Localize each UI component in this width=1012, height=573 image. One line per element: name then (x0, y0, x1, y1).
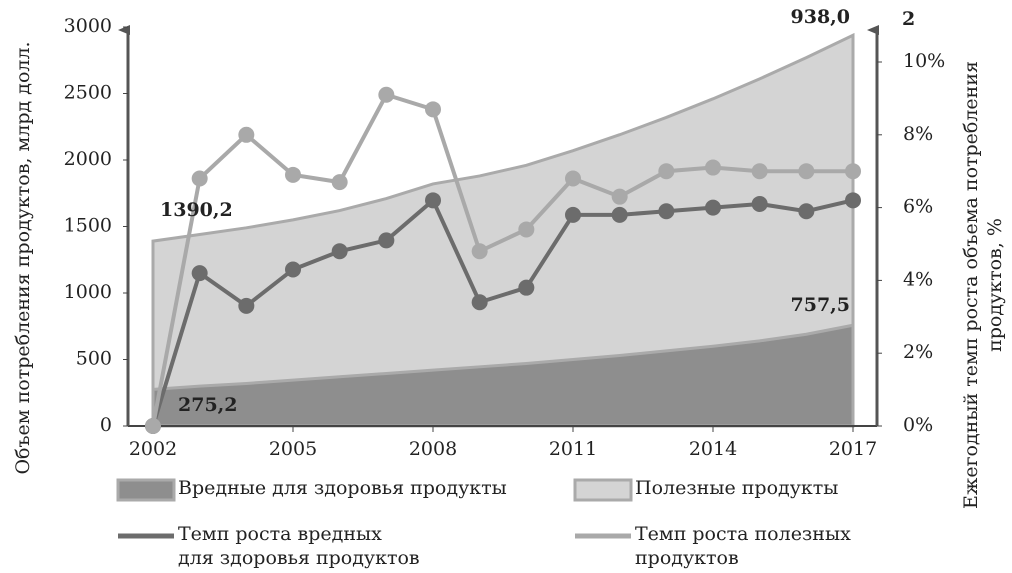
marker (705, 159, 721, 176)
y2-axis-title: Ежегодный темп роста объема потребления (960, 61, 982, 509)
y2-tick-label: 0% (903, 414, 933, 436)
marker (845, 163, 861, 180)
marker (658, 203, 675, 220)
marker (565, 206, 581, 223)
y-axis-title: Объем потребления продуктов, млрд долл. (12, 41, 34, 474)
y-tick-label: 3000 (64, 15, 112, 37)
line (151, 197, 854, 427)
marker (471, 243, 488, 260)
legend-label: Темп роста полезных продуктов (635, 523, 851, 569)
y2-tick-label: 8% (903, 123, 933, 145)
value-label: 938,0 (791, 6, 851, 28)
y-tick-label: 1500 (64, 215, 112, 237)
y-tick-label: 1000 (64, 281, 112, 303)
marker (751, 163, 768, 180)
marker (331, 243, 348, 260)
y2-tick-label: 2% (903, 341, 933, 363)
legend-label: Полезные продукты (635, 477, 839, 499)
marker (518, 221, 535, 238)
marker (238, 126, 255, 143)
x-tick-label: 2002 (129, 438, 177, 460)
marker (798, 203, 815, 220)
marker (331, 174, 348, 191)
x-tick-label: 2017 (829, 438, 877, 460)
y2-top-label: 2 (902, 8, 915, 30)
marker (471, 294, 488, 311)
x-tick-label: 2005 (269, 438, 317, 460)
x-tick-label: 2014 (689, 438, 737, 460)
value-label: 1390,2 (160, 199, 233, 221)
marker (565, 170, 581, 187)
legend-swatch (116, 478, 176, 502)
marker (285, 261, 301, 278)
legend-label: Вредные для здоровья продукты (178, 477, 507, 499)
marker (705, 199, 721, 216)
marker (751, 195, 768, 212)
y2-tick-label: 10% (903, 50, 945, 72)
area (151, 32, 855, 428)
marker (845, 192, 861, 209)
value-label: 757,5 (791, 294, 851, 316)
marker (798, 163, 815, 180)
marker (145, 418, 161, 434)
marker (191, 265, 208, 282)
value-label: 275,2 (178, 394, 238, 416)
legend-swatch (573, 478, 633, 502)
area (151, 323, 855, 428)
line (151, 92, 853, 427)
marker (518, 279, 535, 296)
x-tick-label: 2011 (549, 438, 597, 460)
marker (425, 192, 441, 209)
marker (285, 166, 301, 183)
y2-axis-title: продуктов, % (984, 218, 1006, 352)
legend-label: Темп роста вредных для здоровья продукто… (178, 523, 420, 569)
y-tick-label: 0 (100, 414, 112, 436)
y-tick-label: 2500 (64, 82, 112, 104)
y2-tick-label: 4% (903, 268, 933, 290)
marker (611, 188, 628, 205)
y-tick-label: 500 (76, 348, 112, 370)
x-tick-label: 2008 (409, 438, 457, 460)
marker (658, 163, 675, 180)
marker (425, 101, 441, 118)
marker (378, 86, 395, 103)
marker (238, 297, 255, 314)
y2-tick-label: 6% (903, 196, 933, 218)
marker (378, 232, 395, 249)
marker (611, 206, 628, 223)
marker (191, 170, 208, 187)
y-tick-label: 2000 (64, 148, 112, 170)
